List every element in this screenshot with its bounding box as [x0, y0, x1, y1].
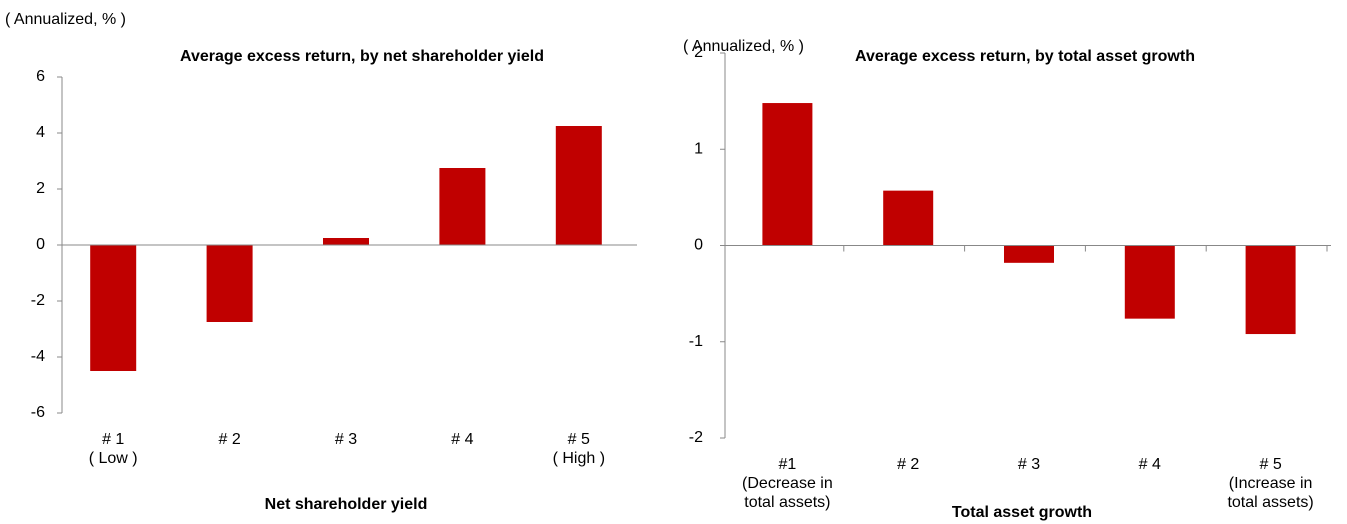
y-tick-label: 4 [36, 124, 45, 141]
x-tick-label: # 2 [897, 456, 920, 473]
x-axis-title: Net shareholder yield [265, 496, 428, 513]
y-tick-label: -1 [689, 333, 703, 350]
chart-title: Average excess return, by total asset gr… [855, 48, 1195, 65]
x-tick-label: # 5 (Increase in total assets) [1227, 456, 1314, 511]
bar [439, 168, 486, 245]
y-tick-label: 0 [694, 237, 703, 254]
x-tick-label: # 5 ( High ) [552, 431, 606, 467]
bar [1245, 245, 1296, 335]
bar [323, 238, 369, 245]
x-tick-label: # 3 [334, 431, 358, 448]
x-tick-label: # 2 [218, 431, 241, 448]
y-tick-label: -2 [31, 292, 45, 309]
x-tick-label: # 4 [1138, 456, 1161, 473]
y-tick-label: 0 [36, 236, 45, 253]
bar [206, 245, 253, 322]
chart-title: Average excess return, by net shareholde… [180, 48, 544, 65]
x-tick-label: # 1 ( Low ) [88, 431, 138, 467]
bar [1004, 245, 1054, 263]
y-tick-label: 1 [694, 140, 703, 157]
y-axis-label: ( Annualized, % ) [683, 38, 804, 55]
y-tick-label: -6 [31, 404, 45, 421]
bar [1124, 245, 1175, 319]
y-tick-label: 2 [36, 180, 45, 197]
x-axis-title: Total asset growth [952, 504, 1092, 521]
x-tick-label: # 3 [1017, 456, 1041, 473]
y-tick-label: 2 [694, 44, 703, 61]
y-axis-label: ( Annualized, % ) [5, 11, 126, 28]
bar [762, 103, 813, 246]
bar [90, 245, 137, 371]
x-tick-label: #1 (Decrease in total assets) [742, 456, 833, 511]
x-tick-label: # 4 [451, 431, 474, 448]
bar [555, 126, 602, 245]
y-tick-label: 6 [36, 68, 45, 85]
y-tick-label: -4 [31, 348, 45, 365]
y-tick-label: -2 [689, 429, 703, 446]
bar [883, 190, 934, 246]
